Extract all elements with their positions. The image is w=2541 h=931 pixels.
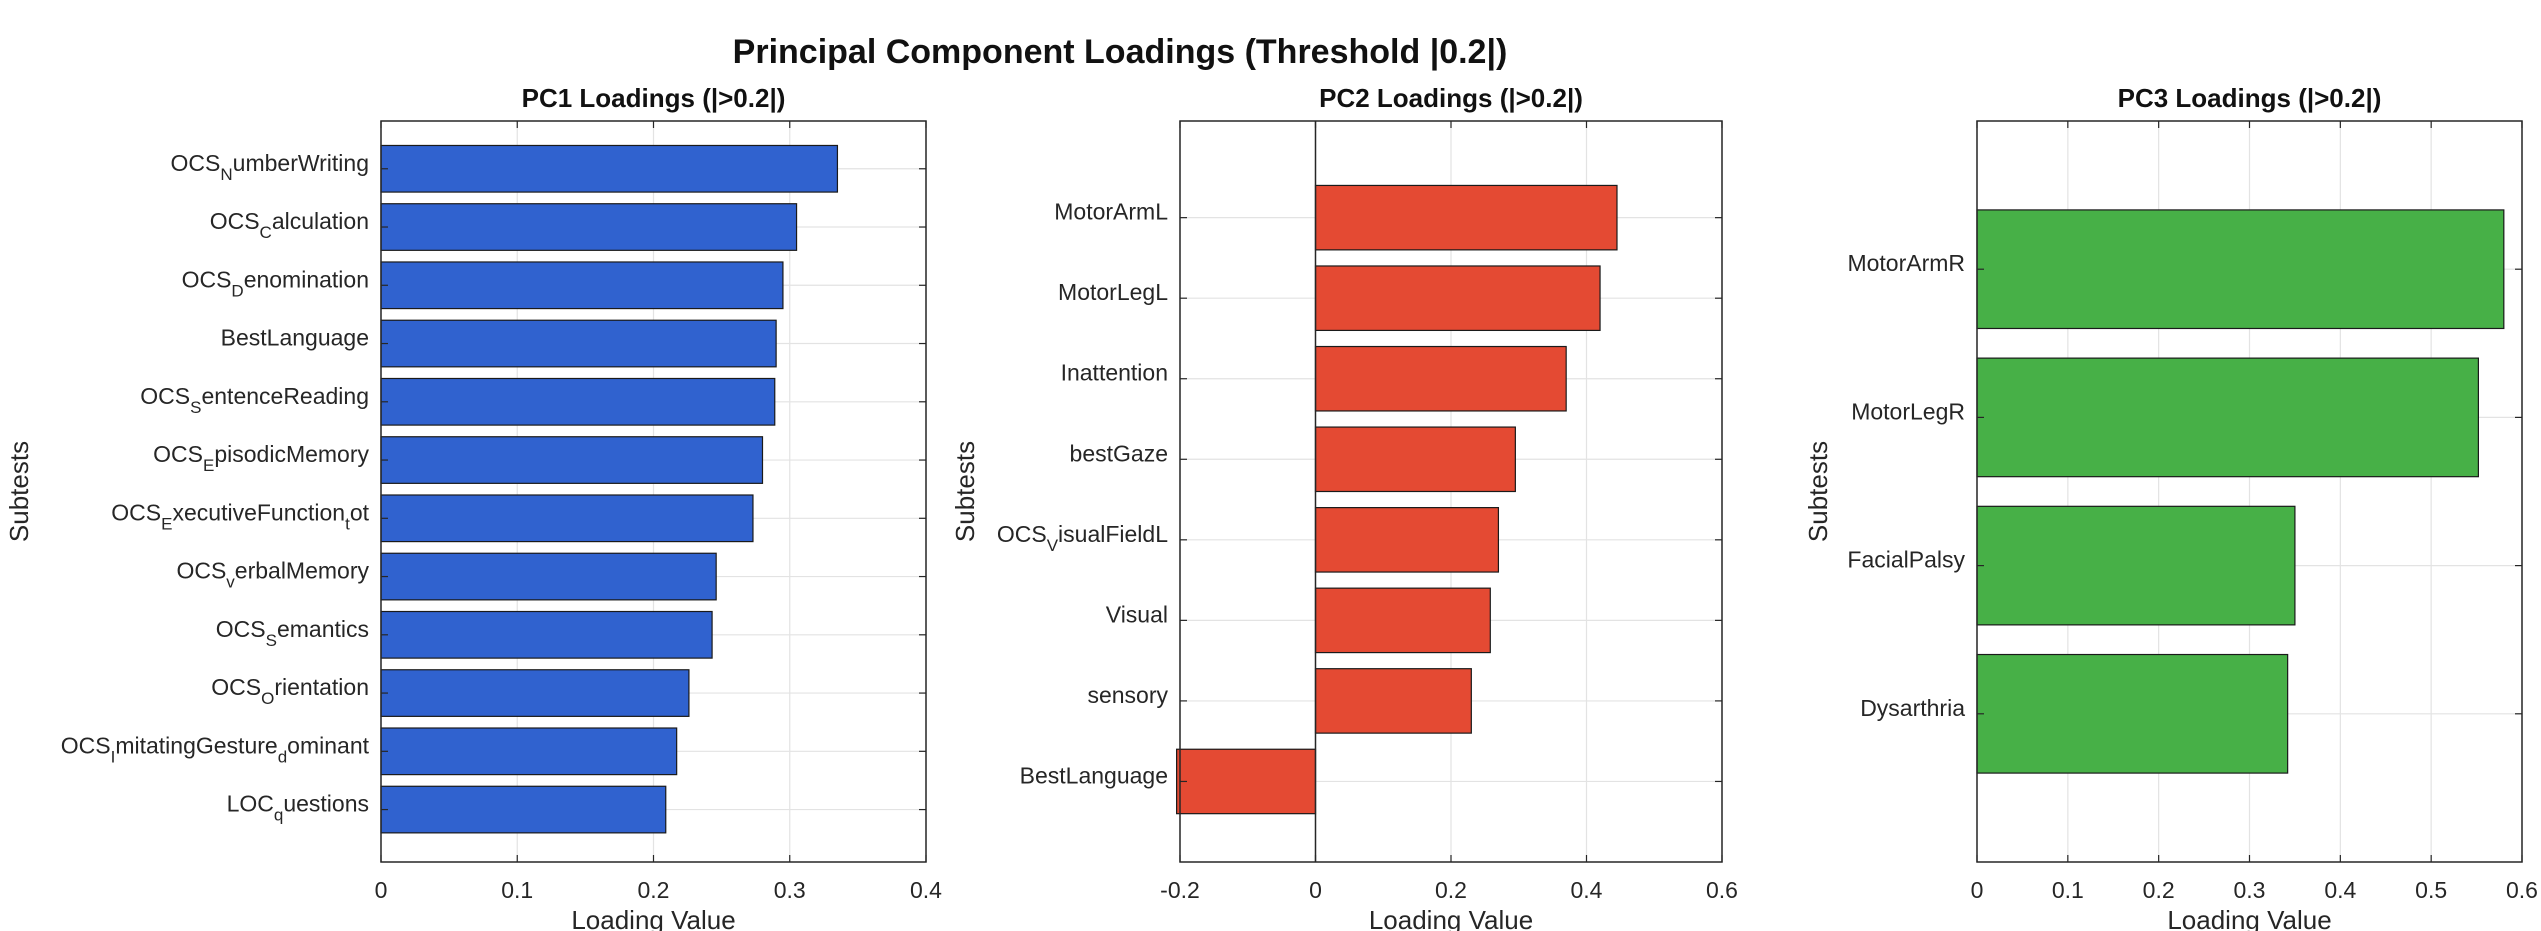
y-tick-label: OCSSemantics bbox=[216, 616, 369, 650]
y-tick-label: OCSVisualFieldL bbox=[997, 521, 1168, 555]
x-tick-label: 0.4 bbox=[910, 877, 942, 903]
bar-bestlanguage bbox=[1176, 748, 1317, 815]
y-tick-label: Dysarthria bbox=[1860, 695, 1965, 721]
x-tick-label: 0.2 bbox=[1435, 877, 1467, 903]
x-tick-label: 0.3 bbox=[774, 877, 806, 903]
y-tick-label: Inattention bbox=[1061, 360, 1168, 386]
x-tick-label: 0.2 bbox=[2143, 877, 2175, 903]
x-tick-label: 0.1 bbox=[501, 877, 533, 903]
bar-motorlegl bbox=[1314, 265, 1601, 332]
bar-inattention bbox=[1314, 345, 1567, 412]
x-axis-label: Loading Value bbox=[571, 905, 735, 931]
bar-motorarmr bbox=[1976, 209, 2505, 330]
bar-loc-questions bbox=[380, 785, 667, 834]
x-tick-label: 0.5 bbox=[2415, 877, 2447, 903]
bar-ocs-numberwriting bbox=[380, 144, 839, 193]
y-tick-label: BestLanguage bbox=[221, 325, 369, 351]
bar-ocs-visualfieldl bbox=[1314, 507, 1500, 573]
y-axis-label: Subtests bbox=[4, 441, 34, 542]
y-tick-label: OCSDenomination bbox=[182, 266, 369, 300]
y-tick-label: OCSSentenceReading bbox=[140, 383, 369, 417]
bar-ocs-denomination bbox=[380, 261, 784, 310]
bar-motorlegr bbox=[1976, 357, 2479, 478]
y-axis-label: Subtests bbox=[1803, 441, 1833, 542]
subplot-title: PC1 Loadings (|>0.2|) bbox=[522, 83, 786, 113]
y-tick-label: MotorLegR bbox=[1851, 398, 1965, 424]
y-tick-label: BestLanguage bbox=[1020, 762, 1168, 788]
bar-sensory bbox=[1314, 668, 1472, 734]
bar-ocs-calculation bbox=[380, 203, 798, 251]
bar-ocs-verbalmemory bbox=[380, 552, 717, 601]
y-tick-label: MotorLegL bbox=[1058, 279, 1168, 305]
y-tick-label: OCSverbalMemory bbox=[176, 558, 369, 592]
y-tick-label: OCSEpisodicMemory bbox=[153, 441, 369, 475]
x-tick-label: 0.4 bbox=[1571, 877, 1603, 903]
bar-ocs-semantics bbox=[380, 610, 713, 659]
x-tick-label: 0.4 bbox=[2324, 877, 2356, 903]
bar-ocs-episodicmemory bbox=[380, 436, 764, 484]
y-tick-label: MotorArmR bbox=[1847, 250, 1965, 276]
subplot-pc2: -0.2 0 0.2 0.4 0.6 MotorArmL MotorLegL Inattent… bbox=[950, 83, 1738, 931]
x-axis-label: Loading Value bbox=[1369, 905, 1533, 931]
y-tick-label: OCSExecutiveFunctiontot bbox=[111, 499, 369, 533]
bar-ocs-sentencereading bbox=[380, 377, 776, 426]
bar-visual bbox=[1314, 587, 1491, 654]
y-tick-label: FacialPalsy bbox=[1847, 547, 1965, 573]
y-tick-label: OCSCalculation bbox=[210, 208, 369, 242]
y-tick-label: OCSNumberWriting bbox=[171, 150, 369, 184]
y-tick-label: sensory bbox=[1087, 682, 1168, 708]
bar-ocs-imitatinggesture-dominant bbox=[380, 727, 678, 776]
bar-bestgaze bbox=[1314, 426, 1516, 493]
x-tick-label: 0.2 bbox=[638, 877, 670, 903]
x-tick-label: -0.2 bbox=[1160, 877, 1200, 903]
subplot-pc1: 0 0.1 0.2 0.3 0.4 OCSNumberWriting OCSCalculat… bbox=[4, 83, 942, 931]
x-tick-label: 0 bbox=[1309, 877, 1322, 903]
bar-motorarml bbox=[1314, 184, 1618, 251]
x-tick-label: 0 bbox=[375, 877, 388, 903]
subplots: 0 0.1 0.2 0.3 0.4 OCSNumberWriting OCSCalculat… bbox=[4, 83, 2538, 931]
subplot-title: PC3 Loadings (|>0.2|) bbox=[2118, 83, 2382, 113]
subplot-pc3: 0 0.1 0.2 0.3 0.4 0.5 0.6 MotorArmR MotorLegR Fac… bbox=[1803, 83, 2538, 931]
y-tick-label: OCSOrientation bbox=[211, 674, 369, 708]
x-tick-label: 0.6 bbox=[2506, 877, 2538, 903]
y-tick-label: MotorArmL bbox=[1054, 199, 1168, 225]
y-tick-label: LOCquestions bbox=[227, 791, 369, 825]
bar-dysarthria bbox=[1976, 653, 2289, 774]
y-tick-label: OCSImitatingGesturedominant bbox=[61, 732, 370, 766]
y-tick-label: Visual bbox=[1106, 601, 1168, 627]
x-tick-label: 0.6 bbox=[1706, 877, 1738, 903]
y-tick-label: bestGaze bbox=[1070, 440, 1168, 466]
figure-title: Principal Component Loadings (Threshold … bbox=[733, 33, 1508, 71]
x-tick-label: 0 bbox=[1971, 877, 1984, 903]
y-axis-label: Subtests bbox=[950, 441, 980, 542]
bar-facialpalsy bbox=[1976, 505, 2296, 626]
x-axis-label: Loading Value bbox=[2167, 905, 2331, 931]
x-tick-label: 0.3 bbox=[2234, 877, 2266, 903]
bar-bestlanguage bbox=[380, 319, 777, 368]
bar-ocs-orientation bbox=[380, 669, 690, 717]
bar-ocs-executivefunction-tot bbox=[380, 494, 754, 543]
x-tick-label: 0.1 bbox=[2052, 877, 2084, 903]
subplot-title: PC2 Loadings (|>0.2|) bbox=[1319, 83, 1583, 113]
